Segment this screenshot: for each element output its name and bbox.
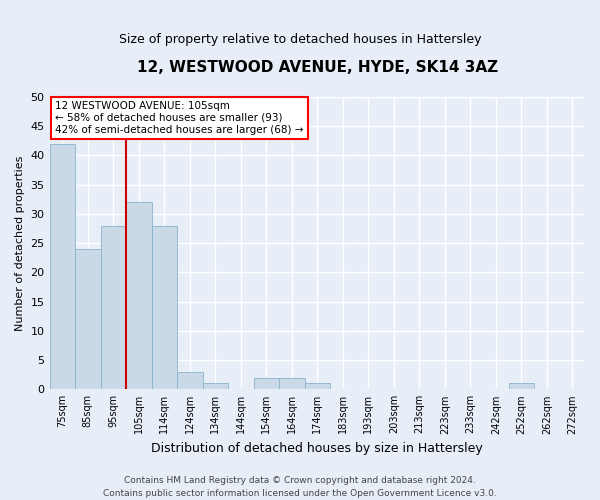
Bar: [279, 378, 305, 390]
Bar: [509, 384, 534, 390]
Y-axis label: Number of detached properties: Number of detached properties: [15, 156, 25, 331]
Text: 12 WESTWOOD AVENUE: 105sqm
← 58% of detached houses are smaller (93)
42% of semi: 12 WESTWOOD AVENUE: 105sqm ← 58% of deta…: [55, 102, 304, 134]
Bar: [101, 226, 126, 390]
Bar: [50, 144, 75, 390]
Text: Size of property relative to detached houses in Hattersley: Size of property relative to detached ho…: [119, 32, 481, 46]
Text: Contains HM Land Registry data © Crown copyright and database right 2024.
Contai: Contains HM Land Registry data © Crown c…: [103, 476, 497, 498]
Bar: [203, 384, 228, 390]
Bar: [126, 202, 152, 390]
X-axis label: Distribution of detached houses by size in Hattersley: Distribution of detached houses by size …: [151, 442, 483, 455]
Title: 12, WESTWOOD AVENUE, HYDE, SK14 3AZ: 12, WESTWOOD AVENUE, HYDE, SK14 3AZ: [137, 60, 498, 75]
Bar: [177, 372, 203, 390]
Bar: [305, 384, 330, 390]
Bar: [152, 226, 177, 390]
Bar: [254, 378, 279, 390]
Bar: [75, 249, 101, 390]
